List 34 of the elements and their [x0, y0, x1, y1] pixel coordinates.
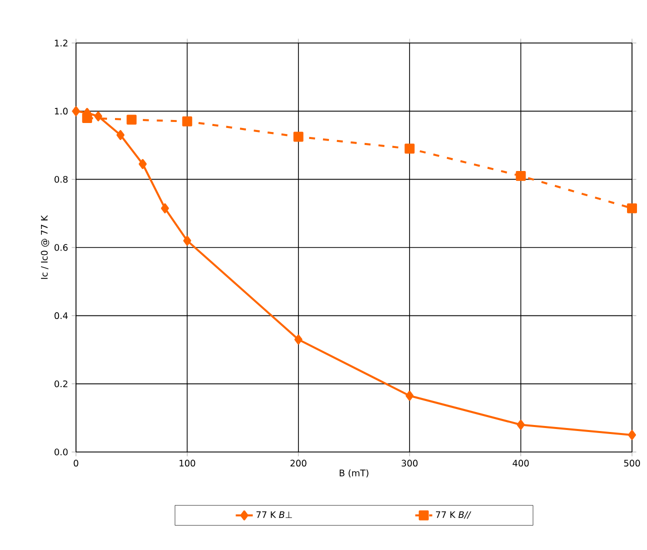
y-tick-label: 0.4 — [54, 312, 68, 320]
legend-label: 77 K B// — [436, 511, 472, 519]
x-tick-label: 100 — [180, 460, 196, 467]
point — [72, 106, 80, 116]
y-tick-label: 0.8 — [54, 176, 68, 183]
x-tick-label: 500 — [624, 460, 640, 467]
x-tick-label: 400 — [512, 460, 529, 467]
point — [404, 144, 415, 154]
point — [406, 390, 414, 401]
x-axis-title: B (mT) — [340, 469, 368, 478]
y-tick-label: 0.0 — [54, 448, 68, 456]
point — [94, 111, 102, 122]
point — [82, 112, 92, 123]
y-tick-label: 0.6 — [54, 244, 68, 251]
point — [116, 130, 124, 140]
point — [516, 170, 526, 181]
point — [183, 236, 192, 246]
y-tick-label: 1.0 — [54, 108, 68, 115]
point — [138, 159, 147, 169]
x-tick-label: 300 — [402, 460, 418, 467]
point — [627, 203, 637, 214]
point — [160, 203, 169, 214]
point — [182, 116, 192, 126]
point — [126, 114, 137, 125]
point — [516, 420, 525, 430]
y-tick-label: 0.2 — [54, 380, 68, 388]
point — [628, 430, 636, 440]
point — [294, 334, 302, 345]
y-tick-label: 1.2 — [54, 40, 68, 46]
y-axis-title: Ic / Ic0 @ 77 K — [40, 215, 50, 279]
x-tick-label: 200 — [290, 460, 306, 467]
x-tick-label: 0 — [74, 460, 78, 467]
legend-label: 77 K B⊥ — [256, 511, 292, 518]
point — [293, 132, 304, 142]
